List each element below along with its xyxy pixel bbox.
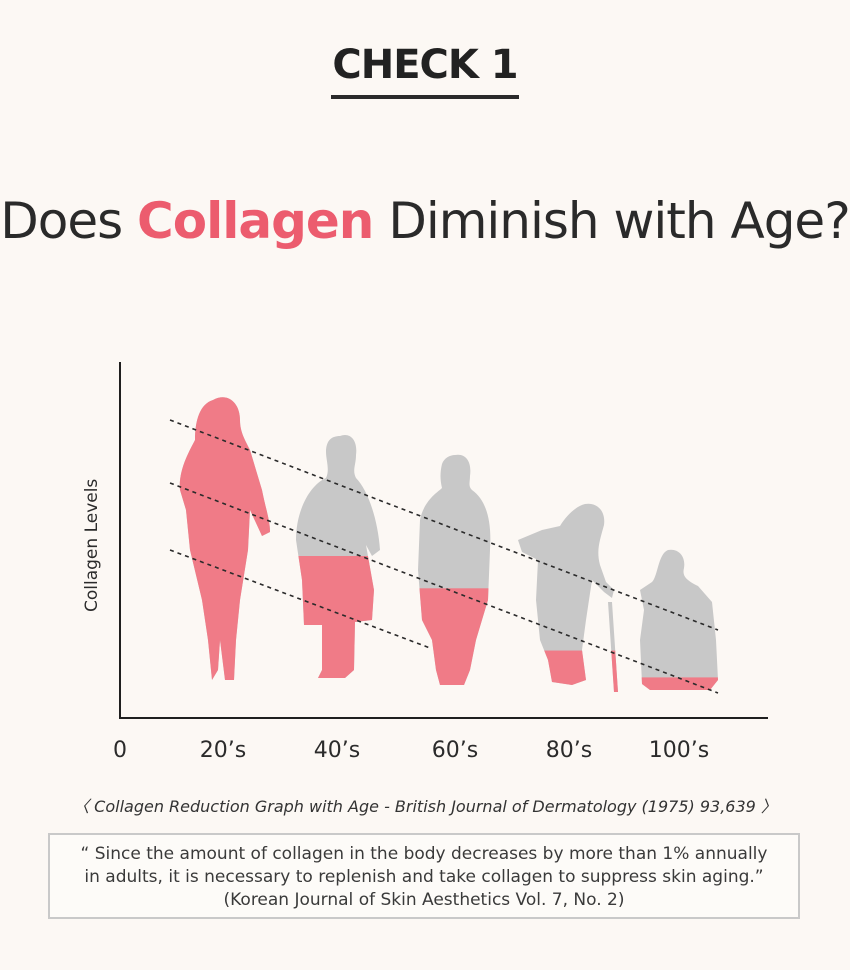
x-tick-label: 20’s: [200, 738, 246, 763]
y-axis-label: Collagen Levels: [82, 479, 102, 612]
collagen-chart: Collagen Levels 0 20’s 40’s 60’s 80’s 100’s: [0, 340, 850, 780]
headline-suffix: Diminish with Age?: [373, 192, 850, 250]
headline: Does Collagen Diminish with Age?: [0, 192, 850, 250]
x-tick-label: 40’s: [314, 738, 360, 763]
headline-accent: Collagen: [137, 192, 374, 250]
trend-line-2: [169, 482, 719, 694]
trend-line-1: [169, 419, 719, 631]
check-underline: [331, 95, 519, 99]
quote-line-1: “ Since the amount of collagen in the bo…: [80, 844, 768, 864]
quote-line-3: (Korean Journal of Skin Aesthetics Vol. …: [223, 890, 625, 910]
quote-box: “ Since the amount of collagen in the bo…: [48, 833, 800, 919]
collagen-level-bar-4: [640, 677, 718, 690]
headline-prefix: Does: [0, 192, 138, 250]
quote-line-2: in adults, it is necessary to replenish …: [84, 867, 764, 887]
x-tick-label: 100’s: [649, 738, 709, 763]
check-title: CHECK 1: [332, 42, 518, 88]
trend-line-3: [169, 549, 431, 649]
x-tick-label: 80’s: [546, 738, 592, 763]
x-tick-label: 60’s: [432, 738, 478, 763]
figures-group: [179, 397, 718, 692]
source-citation: 〈 Collagen Reduction Graph with Age - Br…: [73, 797, 777, 816]
tick-labels-group: 20’s 40’s 60’s 80’s 100’s: [200, 738, 709, 763]
origin-label: 0: [113, 738, 127, 763]
trend-lines-group: [169, 419, 719, 694]
chart-svg: Collagen Levels 0 20’s 40’s 60’s 80’s 100’s: [82, 362, 768, 763]
